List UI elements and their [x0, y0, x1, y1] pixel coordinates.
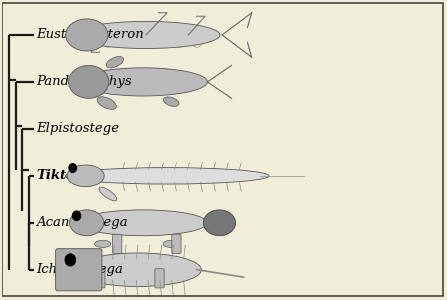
Ellipse shape	[79, 68, 207, 96]
Ellipse shape	[106, 56, 123, 68]
Ellipse shape	[163, 97, 179, 106]
Ellipse shape	[75, 253, 201, 286]
Ellipse shape	[79, 210, 207, 236]
FancyBboxPatch shape	[155, 269, 164, 288]
Circle shape	[69, 164, 76, 172]
Ellipse shape	[203, 210, 236, 236]
Text: Acanthostega: Acanthostega	[36, 216, 128, 229]
Ellipse shape	[65, 168, 269, 184]
Ellipse shape	[95, 240, 111, 247]
Ellipse shape	[163, 240, 179, 247]
FancyBboxPatch shape	[172, 234, 181, 254]
Ellipse shape	[70, 210, 104, 236]
FancyBboxPatch shape	[55, 249, 102, 291]
Ellipse shape	[97, 97, 116, 109]
Ellipse shape	[99, 187, 117, 201]
Text: Panderichthys: Panderichthys	[36, 75, 132, 88]
FancyBboxPatch shape	[96, 269, 105, 288]
Text: Eusthenopteron: Eusthenopteron	[36, 28, 144, 41]
Circle shape	[72, 211, 80, 220]
Ellipse shape	[72, 21, 220, 49]
Ellipse shape	[68, 65, 109, 98]
Text: Ichthyostega: Ichthyostega	[36, 263, 123, 276]
Circle shape	[65, 254, 76, 266]
FancyBboxPatch shape	[113, 234, 122, 254]
Ellipse shape	[66, 19, 108, 51]
Text: Elpistostege: Elpistostege	[36, 122, 119, 135]
Text: Tiktaalik: Tiktaalik	[36, 169, 103, 182]
Ellipse shape	[67, 165, 104, 187]
